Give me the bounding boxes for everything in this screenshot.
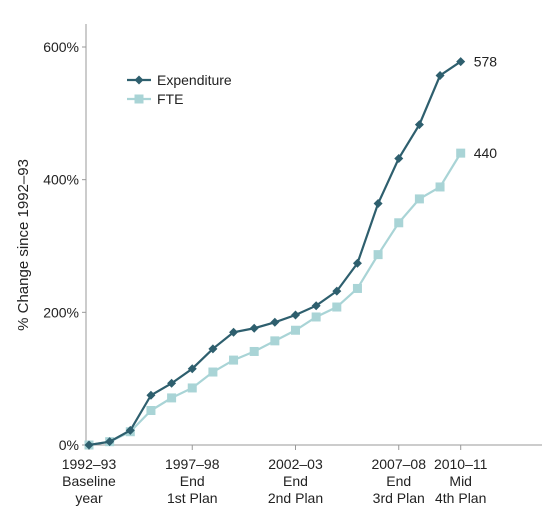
x-tick-label-line: End	[386, 473, 411, 489]
series-expenditure: 578	[84, 54, 498, 450]
data-point	[146, 406, 156, 416]
series-line	[88, 152, 462, 447]
end-value-label: 578	[474, 54, 498, 70]
data-point	[187, 383, 197, 393]
data-point	[435, 71, 445, 81]
data-point	[249, 346, 259, 356]
data-point	[332, 286, 342, 296]
x-tick-label: 1992–93 Baseline year	[62, 456, 117, 506]
legend-swatch-marker	[134, 94, 144, 104]
data-point	[229, 327, 239, 337]
data-point	[187, 364, 197, 374]
data-point	[394, 218, 404, 228]
x-tick-label-line: End	[180, 473, 205, 489]
data-point	[105, 437, 115, 447]
legend-label: FTE	[157, 91, 183, 107]
x-tick-label-line: 2007–08	[371, 456, 426, 472]
x-tick-label: 2010–11 Mid 4th Plan	[434, 456, 488, 506]
x-tick-label-line: 1992–93	[62, 456, 117, 472]
x-tick-label-line: End	[283, 473, 308, 489]
x-tick-label-line: Mid	[449, 473, 472, 489]
legend-item: Expenditure	[127, 72, 232, 88]
data-point	[373, 199, 383, 209]
x-tick-label-line: 2nd Plan	[268, 490, 323, 506]
y-tick-label: 600%	[43, 39, 79, 55]
data-point	[291, 310, 300, 320]
y-axis-ticks: 0% 200% 400% 600%	[43, 39, 86, 453]
x-tick-label-line: 1st Plan	[167, 490, 218, 506]
x-tick-label: 2007–08 End 3rd Plan	[371, 456, 426, 506]
series-layer: 440 578	[84, 54, 498, 450]
data-point	[208, 367, 218, 377]
legend-swatch-marker	[134, 75, 144, 85]
data-point	[311, 301, 321, 311]
x-tick-label-line: year	[75, 490, 103, 506]
data-point	[456, 57, 466, 67]
x-tick-label-line: 3rd Plan	[373, 490, 425, 506]
data-point	[394, 153, 404, 163]
data-point	[435, 182, 445, 192]
data-point	[291, 325, 300, 335]
y-tick-label: 0%	[59, 437, 79, 453]
legend-item: FTE	[127, 91, 183, 107]
x-tick-label: 1997–98 End 1st Plan	[165, 456, 220, 506]
data-point	[311, 312, 321, 322]
data-point	[414, 194, 424, 204]
data-point	[249, 323, 259, 333]
x-tick-label: 2002–03 End 2nd Plan	[268, 456, 323, 506]
x-tick-label-line: 4th Plan	[435, 490, 486, 506]
data-point	[352, 283, 362, 293]
data-point	[84, 440, 94, 450]
x-tick-label-line: Baseline	[62, 473, 116, 489]
data-point	[146, 390, 156, 400]
data-point	[270, 336, 280, 346]
grid-and-axes	[85, 24, 542, 446]
data-point	[352, 258, 362, 268]
series-line	[88, 60, 462, 447]
legend: Expenditure FTE	[127, 72, 232, 107]
data-point	[167, 378, 177, 388]
data-point	[414, 120, 424, 130]
x-tick-label-line: 2010–11	[434, 456, 488, 472]
data-point	[208, 344, 218, 354]
data-point	[332, 302, 342, 312]
data-point	[229, 355, 239, 365]
y-axis-title: % Change since 1992–93	[15, 159, 32, 331]
y-tick-label: 400%	[43, 172, 79, 188]
legend-label: Expenditure	[157, 72, 232, 88]
end-value-label: 440	[474, 145, 498, 161]
x-tick-label-line: 2002–03	[268, 456, 323, 472]
data-point	[270, 317, 280, 327]
data-point	[373, 250, 383, 260]
x-tick-label-line: 1997–98	[165, 456, 220, 472]
data-point	[456, 148, 466, 158]
data-point	[125, 425, 135, 435]
y-tick-label: 200%	[43, 304, 79, 320]
data-point	[167, 393, 177, 403]
